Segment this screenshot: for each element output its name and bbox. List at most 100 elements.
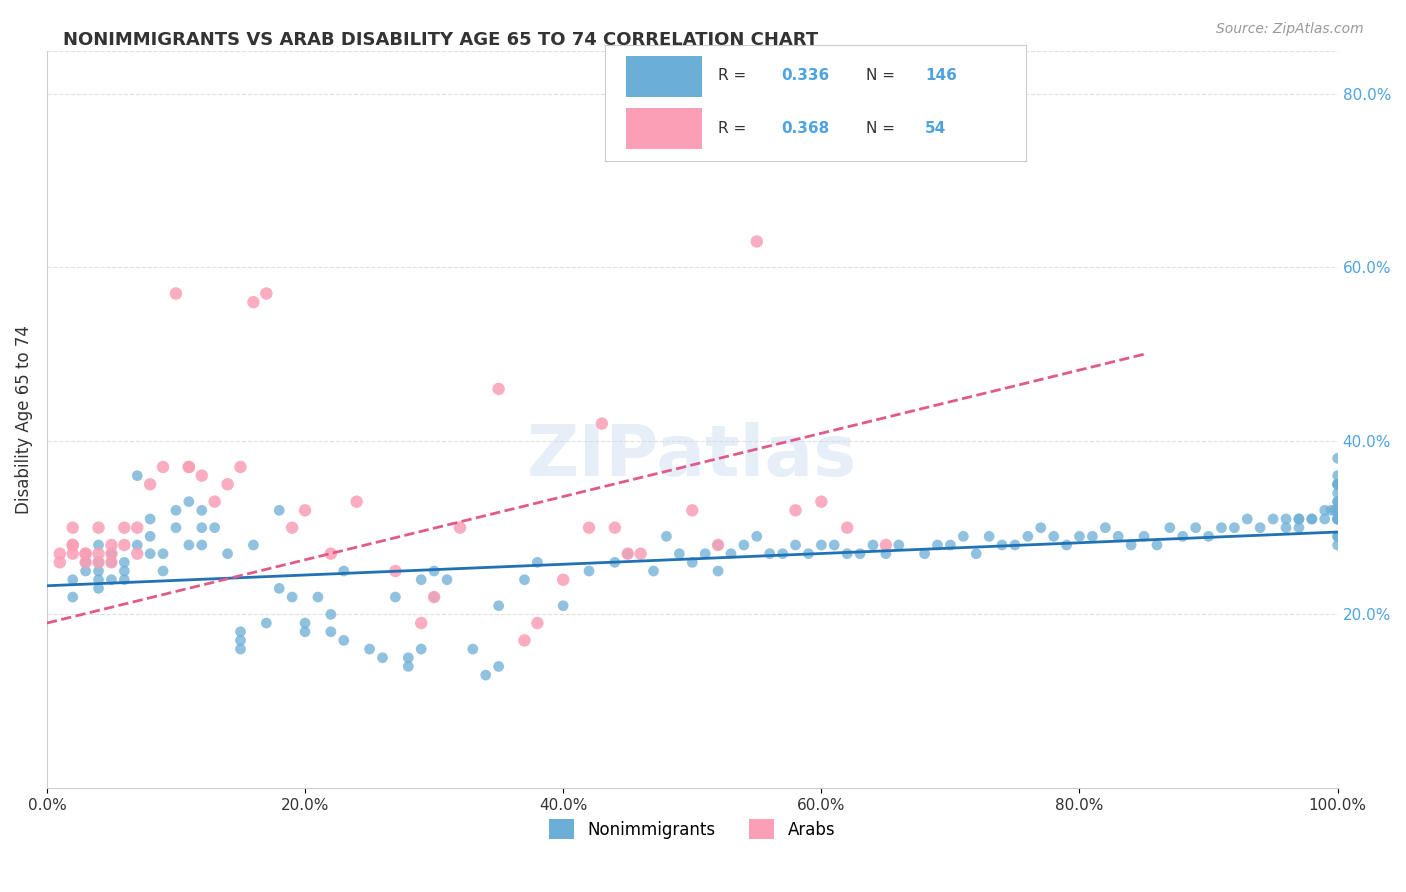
- Point: [139, 512, 162, 526]
- Point: [436, 573, 458, 587]
- Point: [1326, 512, 1348, 526]
- Point: [217, 547, 239, 561]
- Point: [112, 564, 135, 578]
- Point: [87, 582, 110, 596]
- Point: [423, 564, 446, 578]
- Point: [127, 468, 149, 483]
- Point: [1029, 521, 1052, 535]
- Point: [1326, 538, 1348, 552]
- Text: 0.336: 0.336: [782, 69, 830, 84]
- Point: [346, 494, 368, 508]
- Point: [1198, 529, 1220, 543]
- Point: [1326, 503, 1348, 517]
- Point: [1133, 529, 1156, 543]
- Point: [1313, 503, 1336, 517]
- Point: [75, 547, 97, 561]
- Point: [165, 503, 187, 517]
- Point: [62, 538, 84, 552]
- Point: [396, 659, 419, 673]
- Point: [1320, 503, 1343, 517]
- Point: [100, 555, 122, 569]
- Point: [1326, 477, 1348, 491]
- Point: [720, 547, 742, 561]
- Point: [837, 547, 859, 561]
- Point: [797, 547, 820, 561]
- Text: R =: R =: [718, 69, 752, 84]
- Point: [87, 538, 110, 552]
- Point: [411, 615, 433, 630]
- Point: [616, 547, 638, 561]
- Point: [87, 555, 110, 569]
- Point: [461, 642, 484, 657]
- Point: [229, 633, 252, 648]
- Point: [139, 529, 162, 543]
- Point: [1184, 521, 1206, 535]
- Point: [294, 615, 316, 630]
- Text: 146: 146: [925, 69, 957, 84]
- Point: [513, 573, 536, 587]
- Point: [655, 529, 678, 543]
- Point: [229, 642, 252, 657]
- Point: [269, 503, 291, 517]
- Point: [204, 494, 226, 508]
- Point: [681, 555, 703, 569]
- Point: [526, 555, 548, 569]
- Point: [217, 477, 239, 491]
- Point: [281, 521, 304, 535]
- Point: [62, 547, 84, 561]
- Point: [488, 659, 510, 673]
- Point: [1171, 529, 1194, 543]
- Point: [229, 459, 252, 474]
- Point: [127, 538, 149, 552]
- Point: [112, 555, 135, 569]
- Point: [875, 547, 897, 561]
- Point: [75, 555, 97, 569]
- Point: [423, 590, 446, 604]
- Point: [384, 590, 406, 604]
- Point: [810, 494, 832, 508]
- Point: [332, 633, 354, 648]
- Point: [371, 650, 394, 665]
- Point: [603, 521, 626, 535]
- Point: [139, 477, 162, 491]
- Point: [1326, 529, 1348, 543]
- Point: [319, 547, 342, 561]
- Point: [319, 607, 342, 622]
- Text: R =: R =: [718, 120, 752, 136]
- Point: [875, 538, 897, 552]
- Point: [294, 503, 316, 517]
- Point: [707, 538, 730, 552]
- Point: [269, 582, 291, 596]
- Point: [1249, 521, 1271, 535]
- Point: [1211, 521, 1233, 535]
- Text: 0.368: 0.368: [782, 120, 830, 136]
- Point: [62, 573, 84, 587]
- Point: [991, 538, 1014, 552]
- Point: [823, 538, 845, 552]
- Point: [1261, 512, 1284, 526]
- Point: [307, 590, 329, 604]
- Point: [1326, 451, 1348, 466]
- Point: [49, 555, 72, 569]
- Point: [423, 590, 446, 604]
- Point: [1288, 521, 1310, 535]
- Point: [643, 564, 665, 578]
- Point: [553, 573, 575, 587]
- Text: Source: ZipAtlas.com: Source: ZipAtlas.com: [1216, 22, 1364, 37]
- Point: [294, 624, 316, 639]
- Point: [1004, 538, 1026, 552]
- Point: [319, 624, 342, 639]
- Point: [1324, 503, 1347, 517]
- Text: NONIMMIGRANTS VS ARAB DISABILITY AGE 65 TO 74 CORRELATION CHART: NONIMMIGRANTS VS ARAB DISABILITY AGE 65 …: [63, 31, 818, 49]
- Point: [1326, 512, 1348, 526]
- Point: [87, 521, 110, 535]
- Text: 54: 54: [925, 120, 946, 136]
- Point: [837, 521, 859, 535]
- Point: [1288, 512, 1310, 526]
- Point: [191, 468, 214, 483]
- Point: [745, 529, 768, 543]
- Point: [1288, 512, 1310, 526]
- Point: [139, 547, 162, 561]
- Point: [681, 503, 703, 517]
- Point: [165, 286, 187, 301]
